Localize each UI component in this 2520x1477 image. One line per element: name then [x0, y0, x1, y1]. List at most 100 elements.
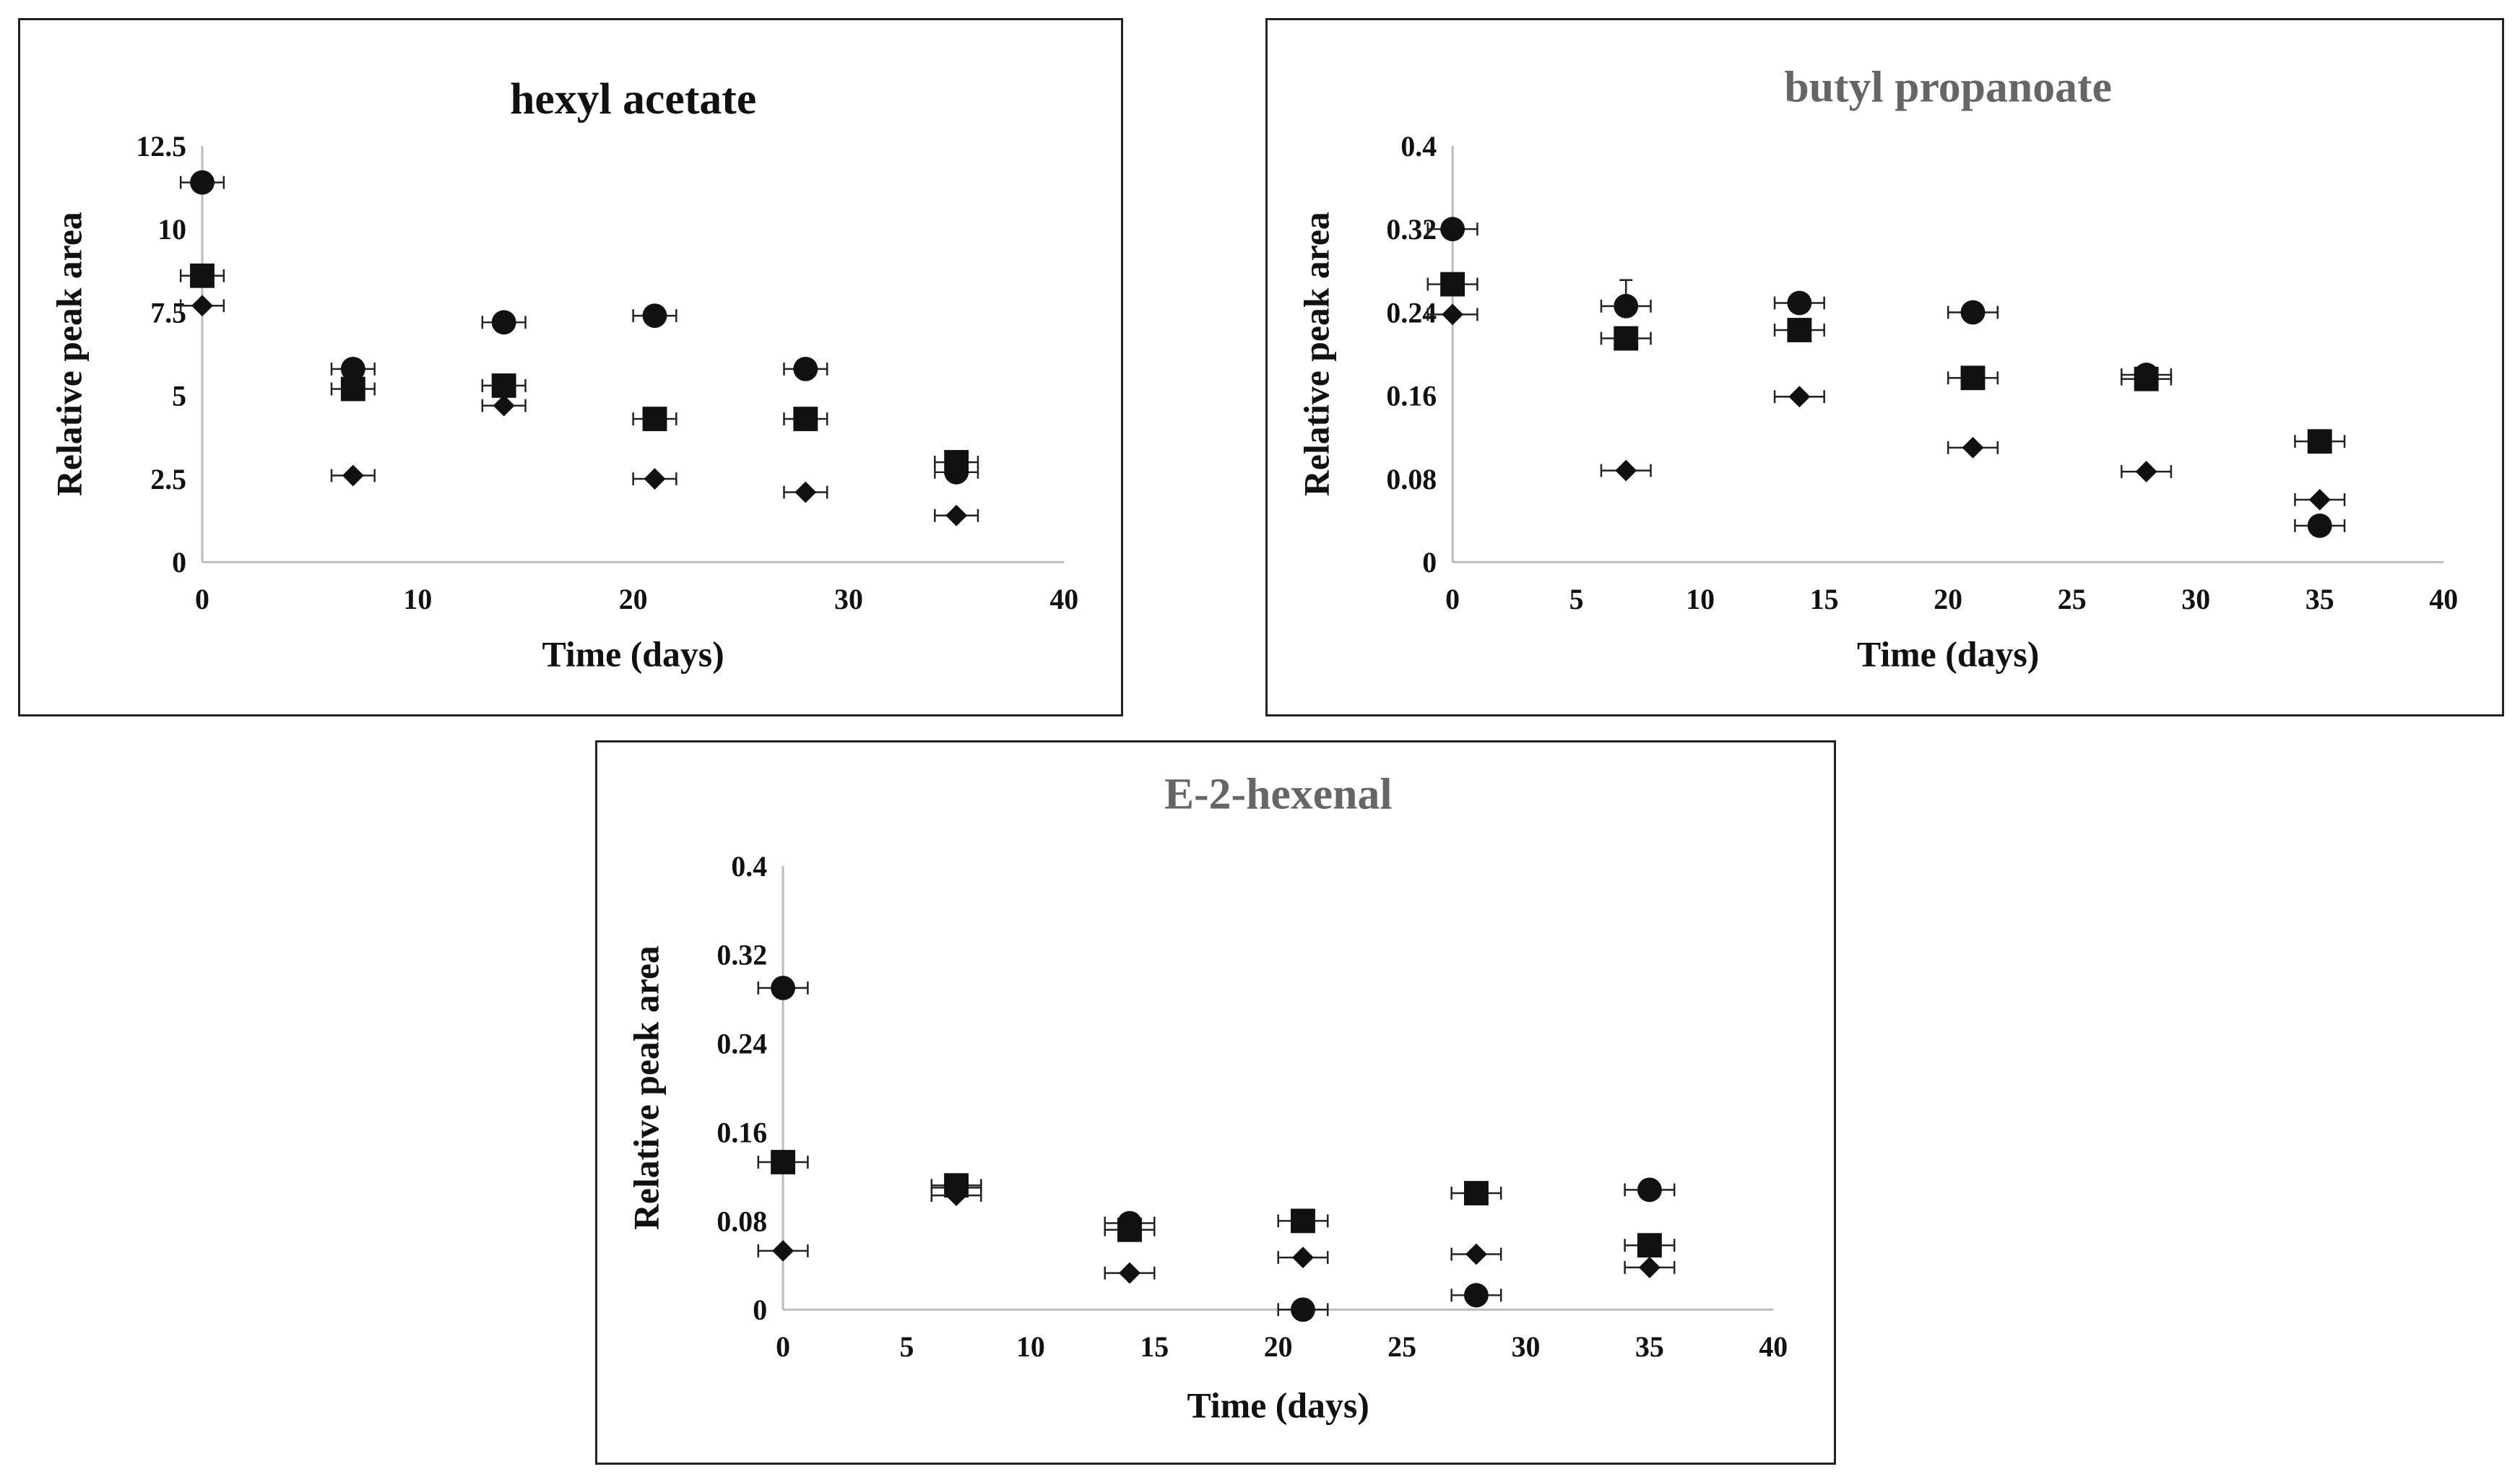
chart-panel-hexyl-acetate: hexyl acetate 0 2.5 5 7.5 10 12.5 0 10 20 30 40 Time… [18, 18, 1123, 716]
chart0-y-tick-label: 2.5 [150, 464, 186, 495]
circle-marker [340, 356, 365, 381]
chart0-square-point [179, 263, 225, 288]
chart2-diamond-point [1104, 1262, 1156, 1284]
chart0-square-point [330, 376, 376, 402]
square-marker [491, 373, 516, 398]
circle-marker [771, 976, 796, 1000]
chart0-x-axis-title: Time (days) [542, 634, 724, 674]
chart2-circle-point [757, 976, 809, 1000]
chart0-x-tick-label: 30 [834, 584, 863, 615]
chart2-x-tick-label: 5 [900, 1331, 914, 1363]
chart1-square-point [2121, 366, 2173, 391]
chart2-x-tick-label: 10 [1016, 1331, 1045, 1363]
chart1-y-tick-label: 0.24 [1386, 297, 1437, 329]
chart0-y-tick-label: 12.5 [136, 131, 186, 163]
chart1-title: butyl propanoate [1784, 62, 2112, 111]
chart2-diamond-point [930, 1184, 982, 1207]
chart2-x-tick-label: 0 [776, 1331, 790, 1363]
diamond-marker [1962, 436, 1984, 459]
chart1-square-point [1600, 326, 1652, 351]
diamond-marker [1615, 459, 1637, 482]
square-marker [190, 263, 215, 288]
chart2-x-tick-label: 35 [1635, 1331, 1664, 1363]
chart2-diamond-point [1624, 1257, 1676, 1278]
diamond-marker [772, 1239, 794, 1262]
chart1-diamond-point [2121, 461, 2173, 482]
chart0-circle-point [330, 356, 376, 381]
chart1-diamond-point [2294, 488, 2346, 511]
square-marker [1463, 1181, 1489, 1205]
chart2-x-tick-label: 25 [1387, 1331, 1416, 1363]
square-marker [340, 376, 365, 402]
chart1-x-tick-label: 10 [1686, 584, 1715, 615]
square-marker [1291, 1208, 1315, 1234]
chart0-circle-point [783, 356, 828, 381]
chart2-diamond-point [757, 1239, 809, 1262]
diamond-marker [794, 481, 817, 503]
chart2-y-tick-label: 0.16 [716, 1117, 767, 1149]
chart1-square-point [1426, 272, 1478, 297]
chart1-x-tick-label: 5 [1569, 584, 1584, 615]
chart1-square-point [1947, 365, 1999, 391]
circle-marker [190, 170, 215, 195]
chart0-square-point [632, 407, 677, 431]
chart2-square-point [757, 1150, 809, 1174]
square-marker [771, 1150, 796, 1174]
chart0-circle-point [481, 310, 527, 335]
diamond-marker [1292, 1247, 1314, 1269]
circle-marker [1960, 300, 1986, 325]
chart0-x-tick-label: 40 [1049, 584, 1078, 615]
chart1-x-tick-label: 25 [2058, 584, 2087, 615]
circle-marker [642, 303, 667, 328]
chart2-diamond-point [1450, 1243, 1502, 1265]
chart0-diamond-point [783, 481, 828, 503]
square-marker [793, 407, 818, 431]
diamond-marker [945, 504, 968, 527]
chart2-square-point [1104, 1217, 1156, 1242]
chart2-x-axis-title: Time (days) [1187, 1385, 1369, 1425]
chart2-circle-point [1277, 1297, 1329, 1322]
chart0-y-tick-label: 5 [172, 381, 186, 412]
chart0-y-tick-label: 0 [172, 547, 186, 579]
chart2-y-tick-label: 0.08 [716, 1205, 767, 1237]
chart1-x-tick-label: 40 [2429, 584, 2458, 615]
chart1-y-tick-label: 0 [1422, 547, 1437, 579]
chart1-y-tick-label: 0.16 [1386, 381, 1437, 412]
chart0-diamond-point [632, 468, 677, 490]
chart0-square-point [481, 373, 527, 398]
chart2-circle-point [1624, 1177, 1676, 1203]
square-marker [1440, 272, 1465, 297]
diamond-marker [1442, 303, 1464, 326]
chart0-y-axis-title: Relative peak area [50, 212, 90, 496]
circle-marker [1787, 290, 1812, 316]
chart0-diamond-point [179, 295, 225, 317]
diamond-marker [2308, 488, 2331, 511]
chart2-x-tick-label: 15 [1140, 1331, 1169, 1363]
chart1-circle-point [1773, 290, 1825, 316]
diamond-marker [191, 295, 213, 317]
chart0-circle-point [179, 170, 225, 195]
chart1-x-tick-label: 15 [1810, 584, 1839, 615]
circle-marker [2307, 513, 2332, 538]
chart0-square-point [783, 407, 828, 431]
diamond-marker [1788, 386, 1811, 408]
chart1-square-point [1773, 318, 1825, 342]
chart1-diamond-point [1773, 386, 1825, 408]
chart0-y-tick-label: 10 [157, 214, 186, 246]
chart0-x-tick-label: 0 [195, 584, 209, 615]
circle-marker [1637, 1177, 1662, 1203]
chart0-circle-point [632, 303, 677, 328]
chart0-diamond-point [481, 394, 527, 417]
chart0-square-point [934, 450, 979, 475]
chart2-y-tick-label: 0 [753, 1294, 767, 1326]
chart1-square-point [2294, 429, 2346, 454]
circle-marker [1614, 293, 1639, 319]
square-marker [1960, 365, 1986, 391]
diamond-marker [1638, 1257, 1660, 1278]
diamond-marker [1119, 1262, 1140, 1284]
chart1-diamond-point [1600, 459, 1652, 482]
chart1-x-axis-title: Time (days) [1857, 634, 2039, 674]
diamond-marker [2135, 461, 2157, 482]
circle-marker [1440, 217, 1465, 242]
square-marker [2134, 366, 2159, 391]
